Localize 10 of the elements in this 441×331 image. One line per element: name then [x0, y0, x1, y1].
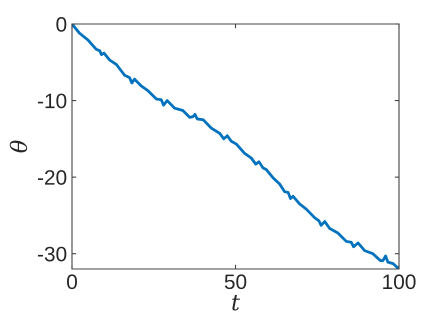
line-series: [72, 24, 399, 269]
y-axis-title: θ: [10, 140, 28, 152]
y-tick-label: -10: [38, 94, 66, 108]
y-tick-label: -30: [38, 246, 66, 262]
y-tick-label: 0: [56, 17, 66, 32]
x-tick-label: 50: [224, 274, 246, 290]
x-tick-label: 100: [383, 274, 416, 290]
x-tick-label: 0: [67, 274, 77, 290]
x-axis-title: t: [232, 295, 240, 310]
y-tick-label: -20: [38, 170, 66, 185]
